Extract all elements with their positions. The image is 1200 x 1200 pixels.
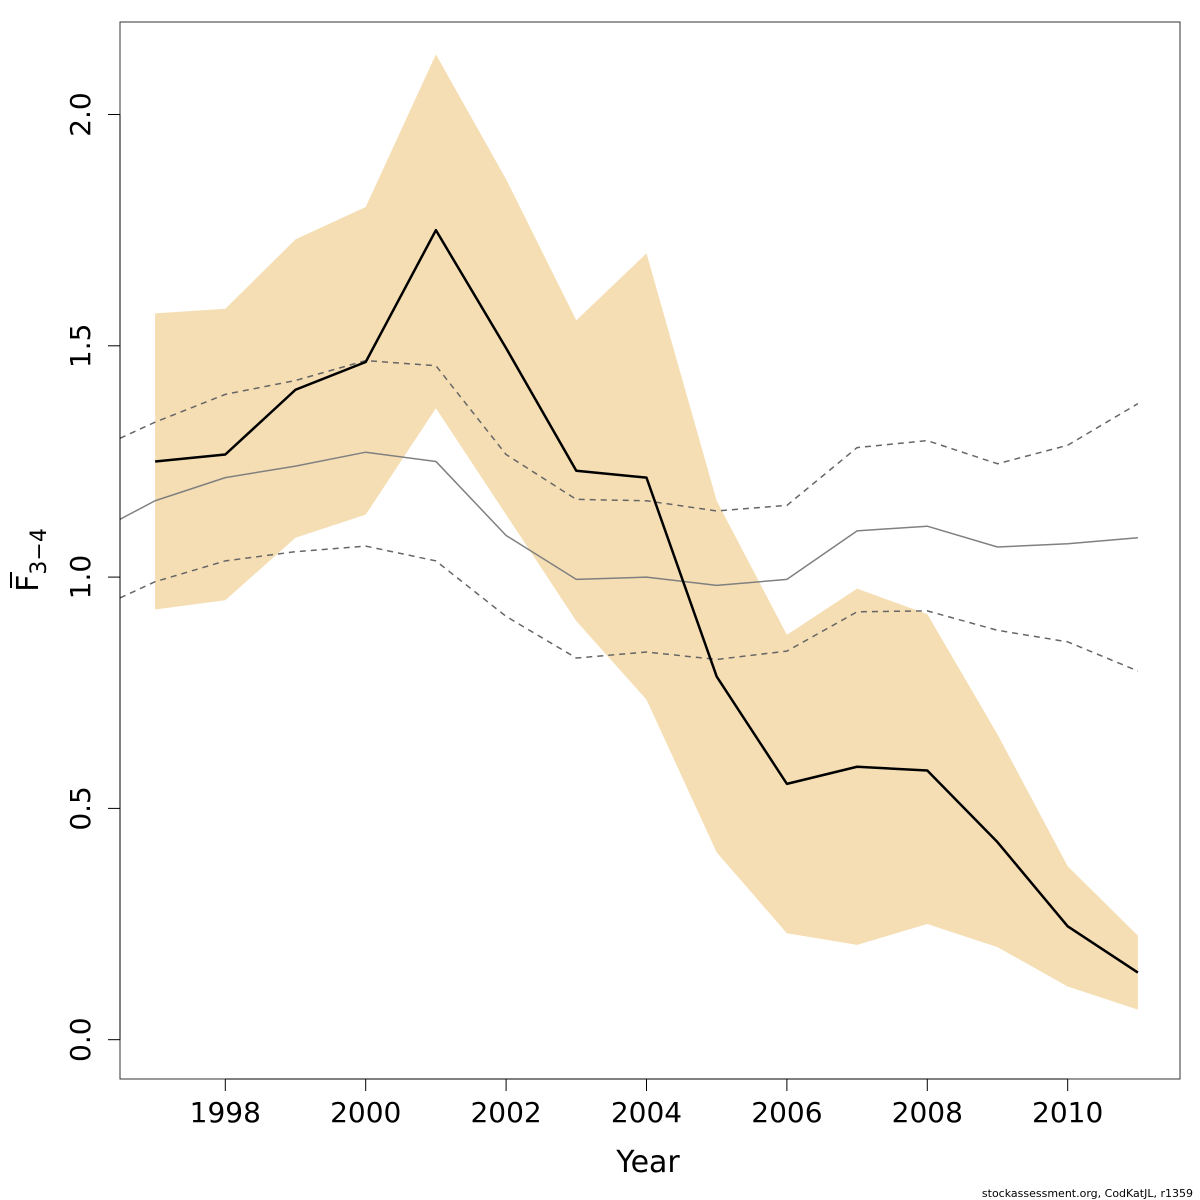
x-axis: 1998 2000 2002 2004 2006 2008 2010 (190, 1078, 1103, 1129)
y-tick-label: 2.0 (64, 92, 97, 137)
y-tick-label: 0.0 (64, 1017, 97, 1062)
credit-text: stockassessment.org, CodKatJL, r1359 (982, 1187, 1193, 1200)
grey-dashed-upper-line (119, 359, 1139, 512)
y-axis: 0.0 0.5 1.0 1.5 2.0 (64, 92, 121, 1062)
grey-dashed-lower-line (119, 545, 1139, 672)
x-axis-title: Year (615, 1145, 680, 1180)
estimate-line (154, 228, 1139, 974)
y-axis-title-subscript: 3−4 (27, 528, 52, 574)
y-axis-title: F3−4 (10, 528, 52, 592)
confidence-band (155, 54, 1138, 1010)
confidence-band-layer (155, 54, 1138, 1010)
y-axis-title-main: F (11, 575, 46, 592)
y-tick-label: 1.0 (64, 555, 97, 600)
x-tick-label: 2004 (611, 1096, 682, 1129)
series-lines-layer (119, 228, 1139, 974)
x-tick-label: 2010 (1032, 1096, 1103, 1129)
x-tick-label: 1998 (190, 1096, 261, 1129)
x-tick-label: 2008 (892, 1096, 963, 1129)
x-tick-label: 2006 (751, 1096, 822, 1129)
grey-solid-line (119, 451, 1138, 587)
x-tick-label: 2000 (330, 1096, 401, 1129)
x-tick-label: 2002 (470, 1096, 541, 1129)
y-tick-label: 1.5 (64, 324, 97, 369)
y-tick-label: 0.5 (64, 786, 97, 831)
svg-text:F3−4: F3−4 (11, 528, 52, 592)
